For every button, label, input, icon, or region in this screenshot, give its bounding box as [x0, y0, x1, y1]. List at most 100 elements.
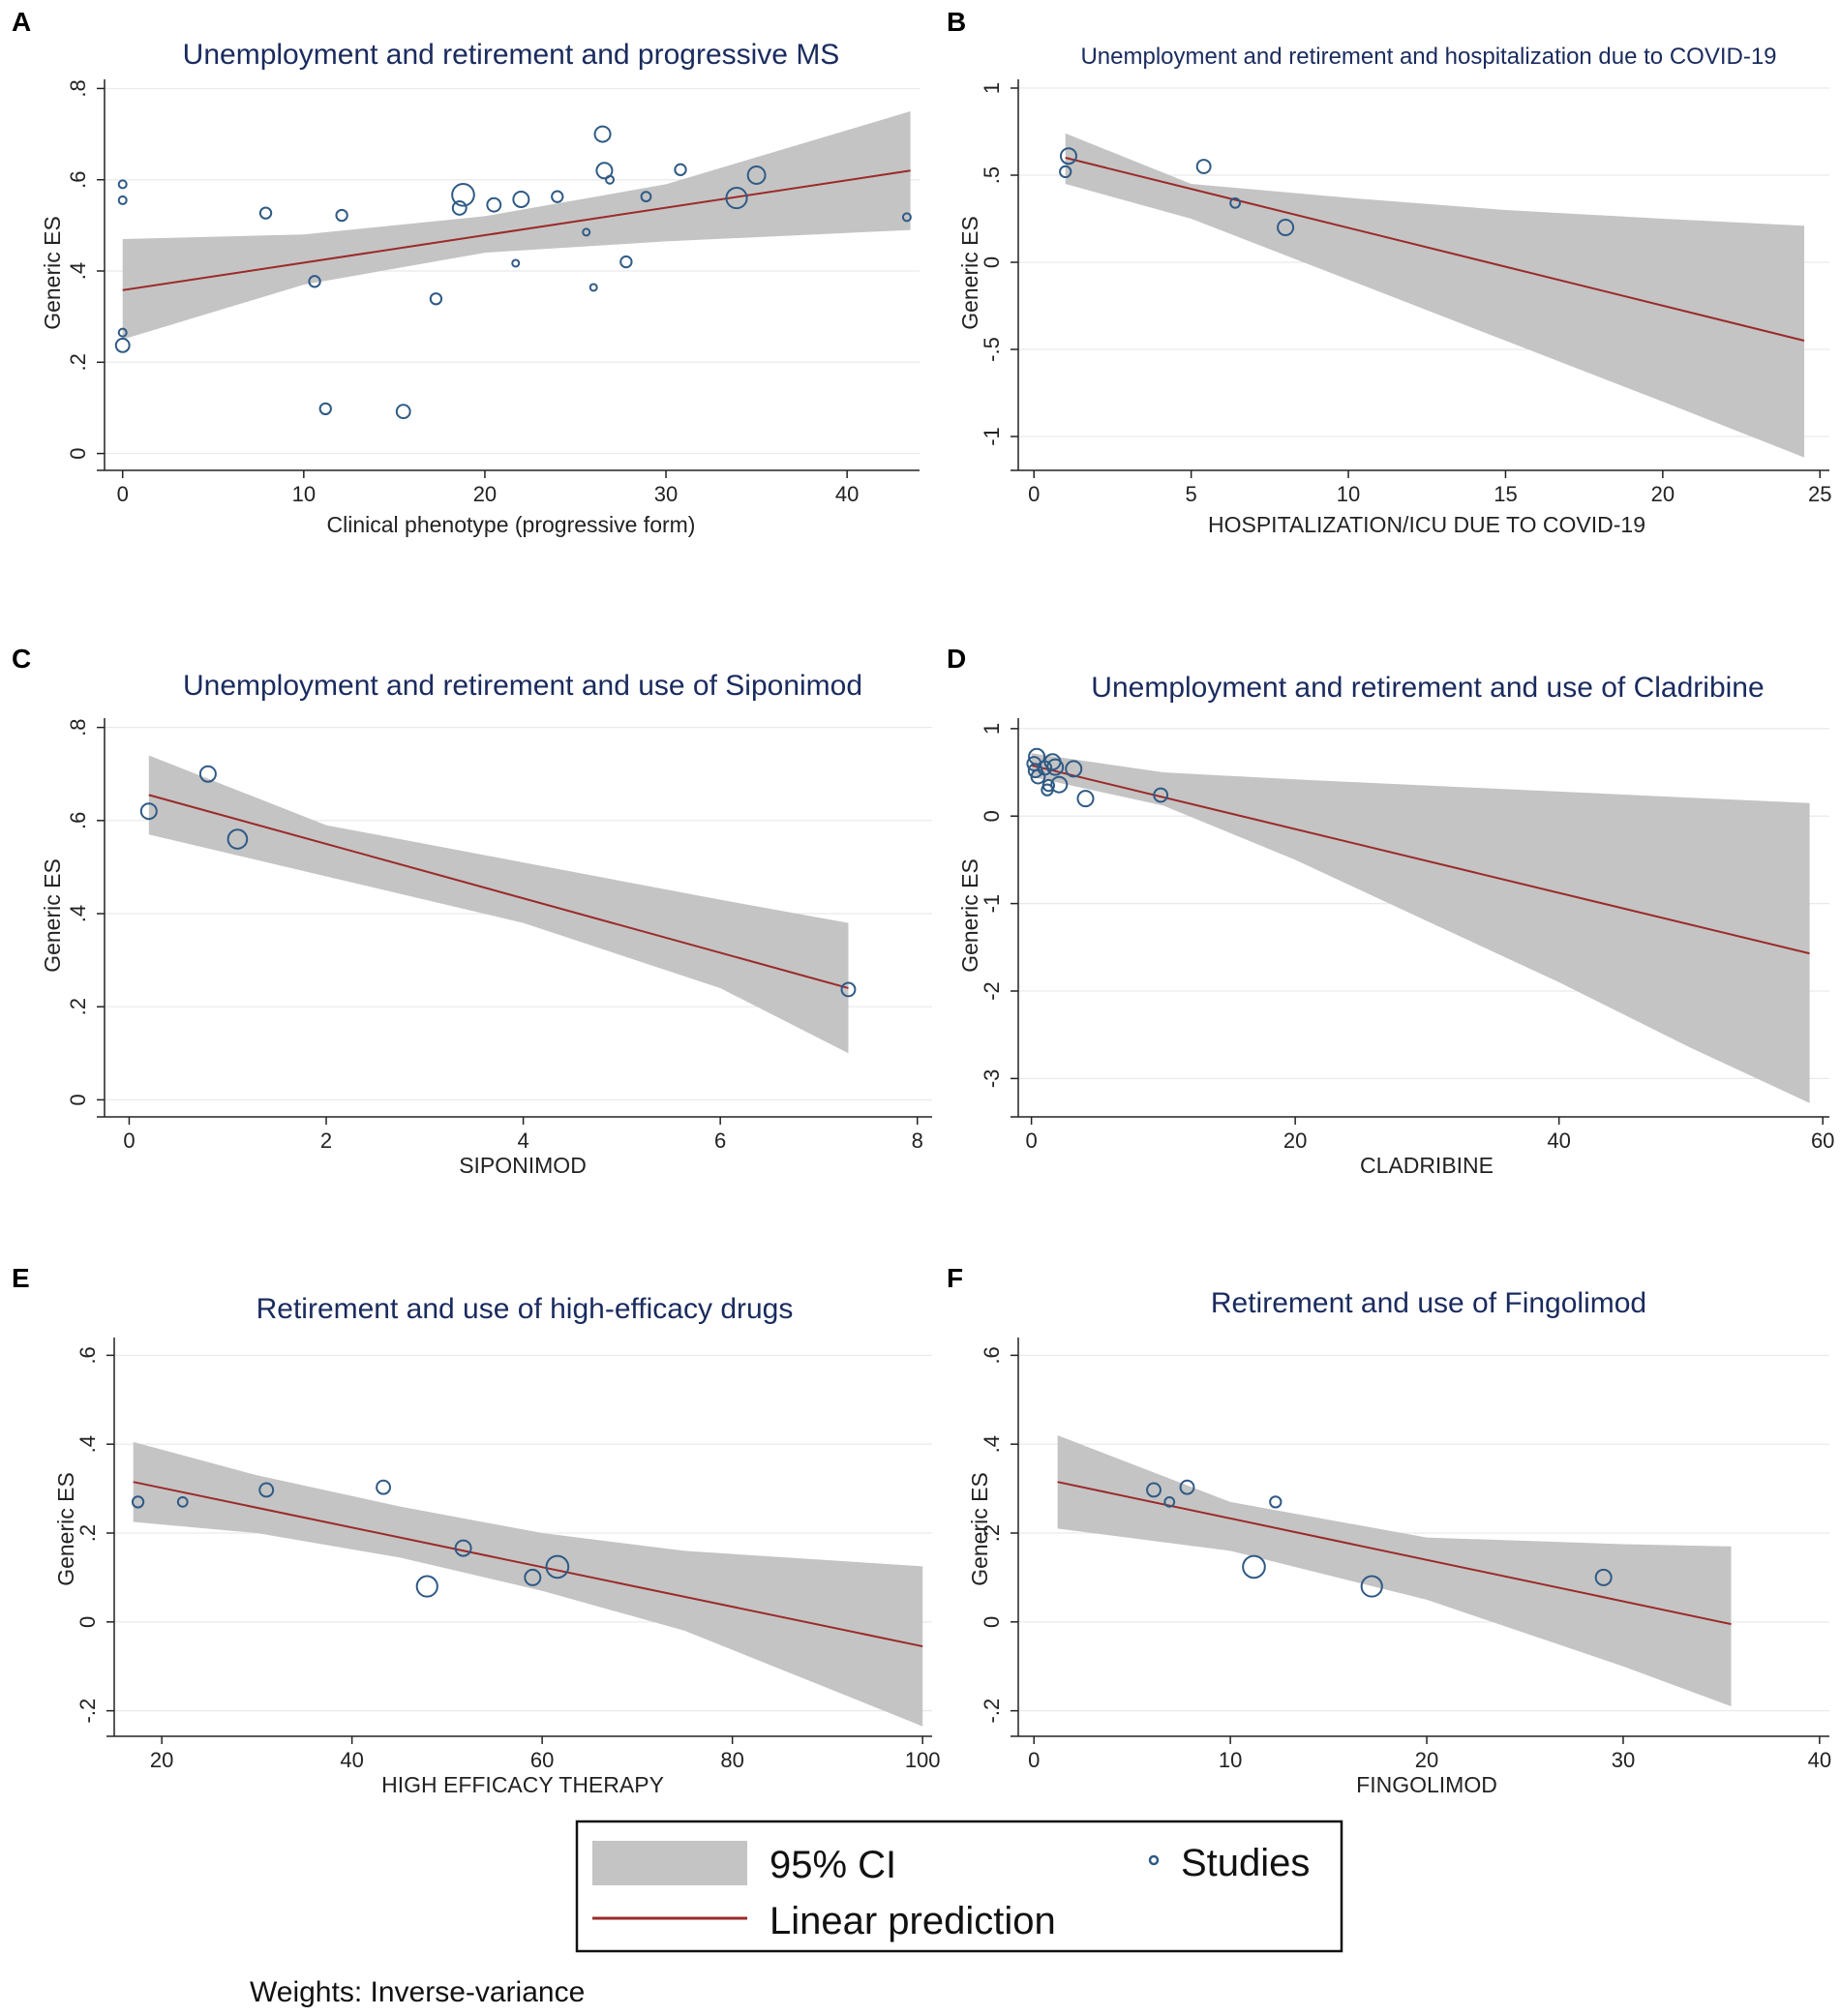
study-marker — [1594, 1568, 1613, 1586]
y-axis-label: Generic ES — [40, 858, 65, 973]
y-tick-label: .4 — [66, 262, 90, 280]
x-tick-label: 0 — [117, 482, 129, 506]
y-tick-label: .4 — [980, 1435, 1004, 1453]
y-tick-label: -.2 — [980, 1699, 1004, 1724]
y-tick-label: -2 — [980, 981, 1004, 1001]
x-tick-label: 30 — [654, 482, 678, 506]
x-tick-label: 8 — [912, 1128, 923, 1153]
y-tick-label: .6 — [75, 1346, 100, 1364]
study-marker — [1050, 775, 1069, 794]
panel-e: 20 40 60 80 100 -.2 0 .2 .4 .6 E Retirement and use… — [12, 1263, 941, 1797]
study-marker — [1360, 1575, 1383, 1598]
study-marker — [451, 182, 475, 207]
panel-label: C — [12, 644, 31, 674]
y-tick-label: .2 — [66, 998, 90, 1015]
x-tick-label: 0 — [123, 1128, 135, 1153]
study-marker — [593, 125, 612, 143]
study-marker — [901, 212, 912, 223]
x-tick-label: 40 — [1808, 1748, 1831, 1772]
x-axis-label: FINGOLIMOD — [1356, 1772, 1497, 1797]
study-marker — [308, 275, 321, 288]
study-marker — [595, 162, 614, 180]
y-tick-label: .6 — [66, 171, 90, 189]
panel-label: B — [947, 7, 966, 37]
study-marker — [176, 1495, 189, 1508]
y-axis-label: Generic ES — [967, 1472, 992, 1586]
weights-note: Weights: Inverse-variance — [250, 1976, 585, 2008]
x-tick-label: 0 — [1028, 482, 1040, 506]
study-marker — [725, 186, 748, 210]
study-marker — [376, 1479, 391, 1495]
study-marker — [318, 402, 332, 416]
study-marker — [551, 190, 564, 203]
x-tick-label: 2 — [320, 1128, 332, 1153]
x-tick-label: 20 — [1283, 1128, 1307, 1153]
study-marker — [746, 165, 767, 185]
study-marker — [139, 802, 158, 821]
chart-title: Unemployment and retirement and use of S… — [183, 670, 862, 702]
y-axis-label: Generic ES — [957, 858, 982, 973]
x-tick-label: 4 — [517, 1128, 528, 1153]
x-tick-label: 15 — [1494, 482, 1517, 506]
study-marker — [1163, 1495, 1176, 1508]
y-tick-label: .8 — [66, 79, 90, 97]
x-tick-label: 40 — [340, 1748, 363, 1772]
ci-band — [1057, 1435, 1732, 1706]
study-marker — [117, 195, 128, 205]
study-marker — [114, 337, 131, 353]
study-marker — [131, 1495, 145, 1509]
x-axis-label: SIPONIMOD — [459, 1153, 587, 1178]
ci-band — [1065, 133, 1804, 458]
chart-title: Retirement and use of high-efficacy drug… — [257, 1293, 794, 1325]
study-marker — [117, 327, 128, 338]
x-tick-label: 6 — [714, 1128, 726, 1153]
y-tick-label: .8 — [66, 718, 90, 736]
study-marker — [1229, 196, 1242, 209]
study-marker — [1059, 165, 1072, 179]
y-tick-label: 1 — [980, 723, 1004, 735]
y-tick-label: .4 — [75, 1435, 100, 1453]
ci-band — [148, 755, 849, 1054]
study-marker — [1041, 778, 1055, 793]
study-marker — [1153, 787, 1169, 803]
x-tick-label: 10 — [1219, 1748, 1242, 1772]
y-tick-label: .6 — [980, 1346, 1004, 1364]
x-tick-label: 0 — [1028, 1748, 1040, 1772]
x-tick-label: 5 — [1186, 482, 1197, 506]
chart-title: Unemployment and retirement and progress… — [183, 39, 840, 71]
panel-d: 0 20 40 60 -3 -2 -1 0 1 D Unemployment and retirem… — [947, 644, 1834, 1178]
study-marker — [335, 208, 348, 223]
x-tick-label: 10 — [292, 482, 316, 506]
y-tick-label: 0 — [66, 447, 90, 459]
study-marker — [1242, 1554, 1266, 1580]
study-marker — [258, 206, 273, 220]
y-tick-label: .4 — [66, 905, 90, 922]
y-tick-label: 0 — [75, 1616, 100, 1628]
linear-prediction-line — [133, 1481, 923, 1648]
y-tick-label: .5 — [980, 166, 1004, 184]
y-tick-label: -3 — [980, 1069, 1004, 1089]
study-marker — [605, 174, 616, 185]
study-marker — [117, 179, 128, 190]
study-marker — [640, 191, 652, 203]
study-marker — [1146, 1482, 1162, 1498]
y-tick-label: -.2 — [75, 1699, 100, 1724]
legend-ci-swatch — [592, 1841, 747, 1885]
panel-label: D — [947, 644, 966, 674]
study-marker — [1076, 790, 1095, 808]
x-tick-label: 20 — [473, 482, 497, 506]
panel-b: 0 5 10 15 20 25 -1 -.5 0 .5 1 B Unemployment and ret… — [947, 7, 1831, 537]
y-tick-label: .2 — [980, 1524, 1004, 1542]
panel-f: 0 10 20 30 40 -.2 0 .2 .4 .6 F Retirement and use o… — [947, 1263, 1831, 1797]
x-tick-label: 40 — [1547, 1128, 1570, 1153]
legend-studies-label: Studies — [1181, 1842, 1310, 1884]
chart-title: Unemployment and retirement and use of C… — [1091, 672, 1764, 704]
x-tick-label: 20 — [150, 1748, 173, 1772]
x-tick-label: 60 — [530, 1748, 554, 1772]
chart-title: Unemployment and retirement and hospital… — [1080, 44, 1776, 70]
study-marker — [1269, 1495, 1283, 1509]
study-marker — [1179, 1479, 1195, 1495]
ci-band — [1031, 753, 1810, 1103]
x-tick-label: 80 — [720, 1748, 743, 1772]
